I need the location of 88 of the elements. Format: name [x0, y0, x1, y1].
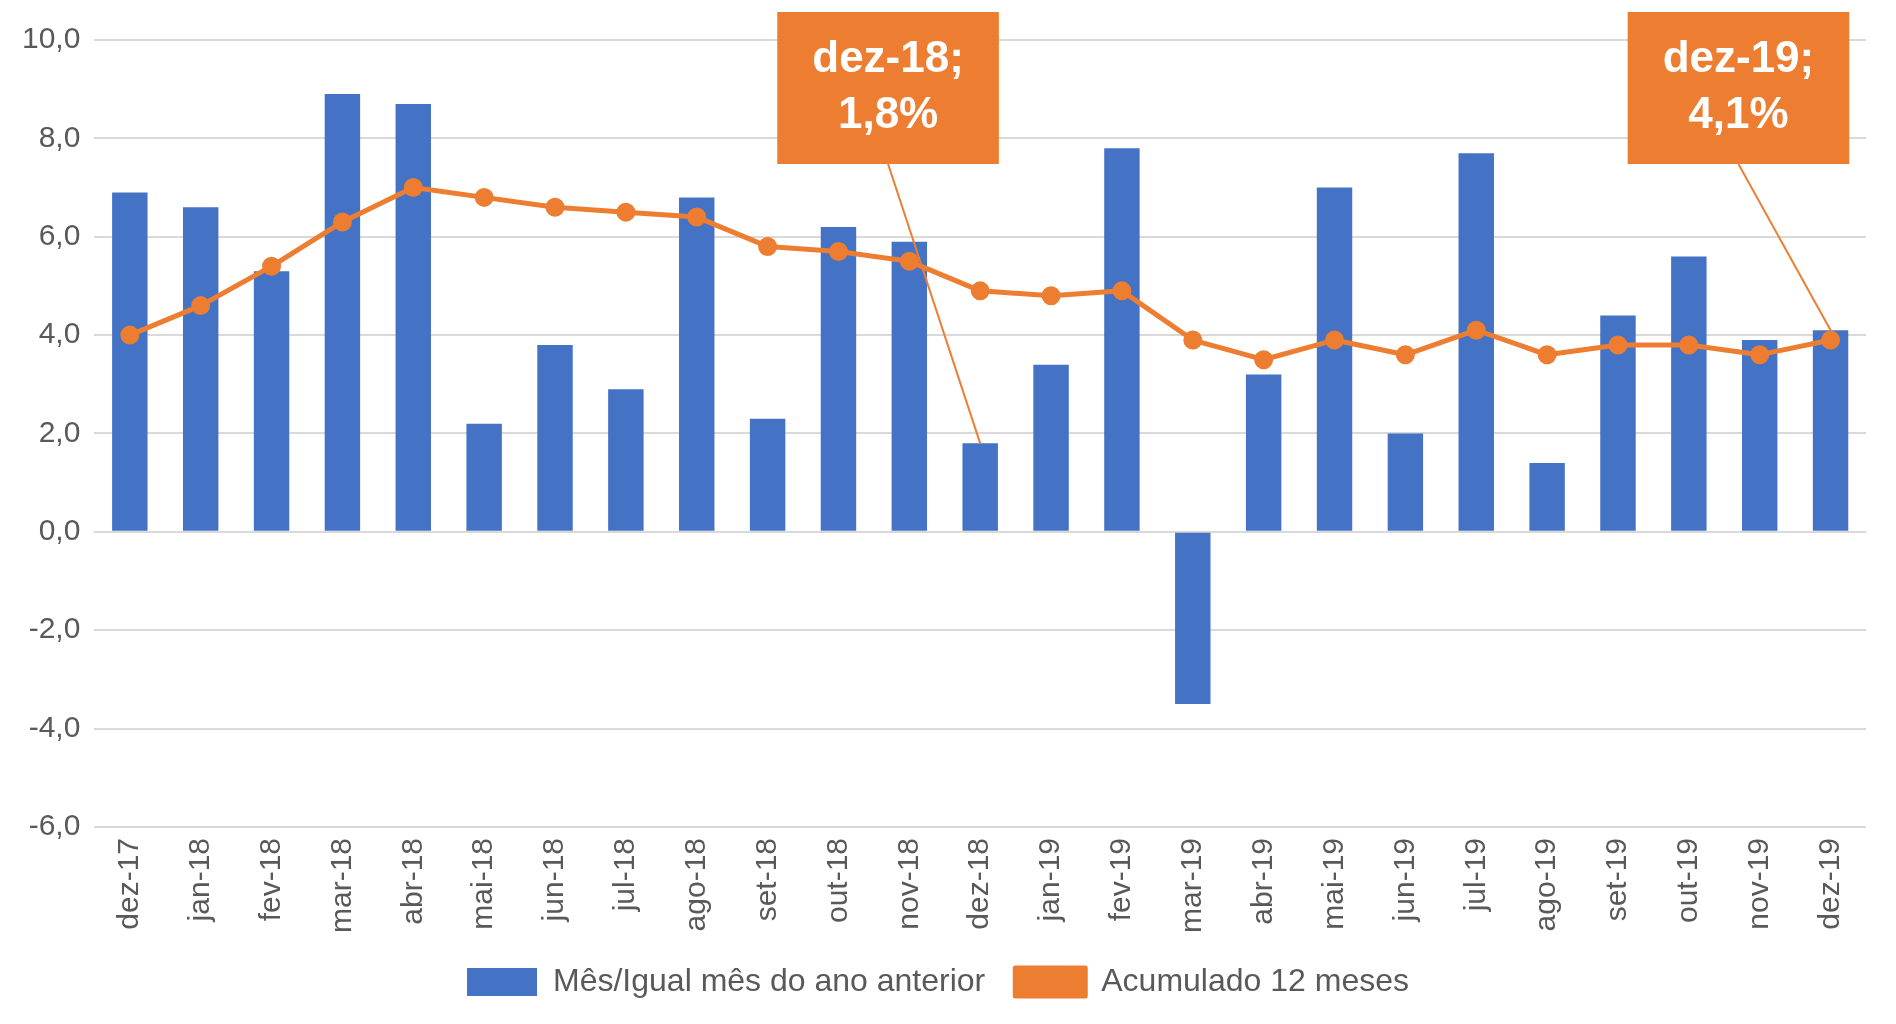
y-tick-label: 4,0	[38, 316, 81, 350]
x-tick-label: jan-18	[181, 837, 215, 923]
x-tick-label: abr-19	[1244, 837, 1278, 925]
x-tick-label: dez-18	[961, 837, 995, 930]
bar	[1387, 433, 1424, 531]
bar	[395, 103, 431, 531]
y-tick-label: -4,0	[28, 709, 81, 743]
x-tick-label: set-19	[1599, 837, 1633, 922]
point	[262, 256, 282, 276]
point	[616, 202, 636, 222]
bar	[749, 418, 786, 531]
legend-label: Acumulado 12 meses	[1101, 961, 1409, 998]
x-tick-label: mai-18	[465, 837, 499, 930]
x-tick-label: jun-18	[536, 837, 570, 923]
point	[1041, 286, 1061, 306]
bar	[891, 241, 928, 531]
point	[474, 187, 494, 207]
annotation: dez-19; 4,1%	[1662, 32, 1815, 138]
x-tick-label: jan-19	[1032, 837, 1066, 923]
x-tick-label: jun-19	[1386, 837, 1420, 923]
point	[1183, 330, 1203, 350]
point	[403, 178, 423, 198]
point	[687, 207, 707, 227]
point	[1537, 345, 1557, 365]
y-tick-label: 0,0	[38, 513, 81, 547]
bar	[1458, 153, 1494, 531]
x-tick-label: mar-19	[1174, 837, 1208, 934]
x-tick-label: jul-19	[1457, 837, 1491, 913]
bar	[1033, 364, 1069, 531]
point	[758, 237, 778, 257]
point	[970, 281, 990, 301]
bar	[182, 207, 219, 531]
x-tick-label: mai-19	[1315, 837, 1349, 930]
bar	[1529, 463, 1565, 531]
point	[332, 212, 352, 232]
point	[1112, 281, 1132, 301]
x-tick-label: abr-18	[394, 837, 428, 925]
bar	[1600, 315, 1636, 531]
point	[545, 197, 565, 217]
bar	[112, 192, 148, 531]
point	[1608, 335, 1628, 355]
bar	[1316, 187, 1353, 531]
x-tick-label: fev-19	[1103, 837, 1137, 922]
x-tick-label: out-18	[819, 837, 853, 924]
point	[1821, 330, 1841, 350]
point	[899, 251, 919, 271]
bar	[962, 443, 998, 531]
point	[1466, 320, 1486, 340]
y-tick-label: 6,0	[38, 218, 81, 252]
bar	[1812, 330, 1849, 531]
y-tick-label: 8,0	[38, 119, 81, 153]
x-tick-label: mar-18	[323, 837, 357, 934]
y-tick-label: 10,0	[22, 21, 81, 55]
x-tick-label: dez-17	[111, 837, 145, 930]
bar	[1175, 532, 1211, 705]
bar	[608, 389, 644, 531]
bar	[1671, 256, 1707, 531]
x-tick-label: jul-18	[607, 837, 641, 913]
bar	[253, 271, 290, 531]
bar	[1741, 340, 1778, 531]
point	[1395, 345, 1415, 365]
point	[828, 242, 848, 261]
x-tick-label: dez-19	[1811, 837, 1845, 930]
y-tick-label: -6,0	[28, 808, 81, 842]
bar	[820, 226, 857, 531]
x-tick-label: ago-18	[678, 837, 711, 932]
y-tick-label: -2,0	[28, 611, 81, 645]
bar	[1245, 374, 1282, 531]
point	[120, 325, 140, 345]
bar	[324, 94, 361, 531]
legend-label: Mês/Igual mês do ano anterior	[553, 961, 986, 998]
annotation: dez-18; 1,8%	[812, 32, 964, 138]
bar	[466, 423, 502, 531]
y-tick-label: 2,0	[38, 414, 81, 448]
x-tick-label: nov-18	[890, 837, 924, 930]
x-tick-label: fev-18	[252, 837, 286, 922]
point	[1679, 335, 1699, 355]
bar	[537, 344, 573, 531]
point	[1325, 330, 1345, 350]
x-tick-label: set-18	[748, 837, 782, 922]
point	[191, 296, 211, 316]
x-tick-label: ago-19	[1528, 837, 1562, 932]
x-tick-label: out-19	[1670, 837, 1704, 924]
bar	[1104, 148, 1140, 531]
point	[1750, 345, 1770, 365]
point	[1254, 350, 1274, 370]
x-tick-label: nov-19	[1740, 837, 1774, 930]
bar	[679, 197, 715, 531]
